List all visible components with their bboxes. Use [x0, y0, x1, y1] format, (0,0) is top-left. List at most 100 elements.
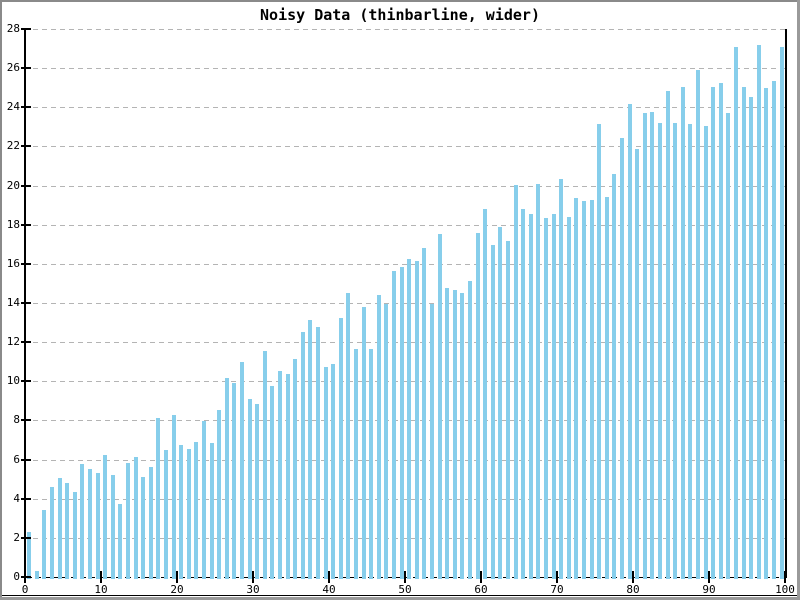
- bar: [50, 487, 54, 579]
- y-tick-label: 14: [6, 296, 20, 309]
- window-border-left: [0, 0, 2, 600]
- bar: [172, 415, 176, 579]
- x-tick-label: 80: [626, 583, 640, 596]
- x-tick: [632, 571, 634, 583]
- bar: [354, 349, 358, 579]
- bar: [704, 126, 708, 579]
- y-tick: [21, 498, 31, 500]
- x-tick-label: 100: [775, 583, 795, 596]
- bar: [392, 271, 396, 579]
- bar: [270, 386, 274, 579]
- bar: [134, 457, 138, 579]
- bar: [643, 113, 647, 579]
- bar: [194, 442, 198, 579]
- y-tick: [21, 224, 31, 226]
- bar: [217, 410, 221, 579]
- x-tick: [708, 571, 710, 583]
- bar: [73, 492, 77, 579]
- x-tick-label: 10: [94, 583, 108, 596]
- bar: [248, 399, 252, 579]
- bar: [696, 70, 700, 579]
- bar: [483, 209, 487, 579]
- bar: [719, 83, 723, 579]
- bar: [559, 179, 563, 579]
- y-tick: [21, 263, 31, 265]
- bar: [278, 371, 282, 579]
- x-tick: [176, 571, 178, 583]
- bar: [111, 475, 115, 579]
- bar: [734, 47, 738, 579]
- bar: [346, 293, 350, 579]
- bar: [118, 504, 122, 579]
- bar: [149, 467, 153, 579]
- bar: [544, 218, 548, 579]
- gridline: [33, 186, 786, 187]
- bar: [263, 351, 267, 579]
- bar: [80, 464, 84, 579]
- bar: [301, 332, 305, 579]
- bar: [498, 227, 502, 579]
- bar: [316, 327, 320, 579]
- bar: [369, 349, 373, 579]
- bar: [476, 233, 480, 579]
- bar: [430, 304, 434, 579]
- chart-title: Noisy Data (thinbarline, wider): [260, 6, 540, 24]
- x-tick: [404, 571, 406, 583]
- bar: [126, 463, 130, 579]
- bar: [27, 532, 31, 579]
- bar: [688, 124, 692, 579]
- y-tick: [21, 106, 31, 108]
- y-tick-label: 4: [13, 492, 20, 505]
- y-tick-label: 26: [6, 61, 20, 74]
- y-tick-label: 16: [6, 257, 20, 270]
- bar: [415, 261, 419, 579]
- bar: [491, 245, 495, 579]
- bar: [650, 112, 654, 579]
- x-tick-label: 50: [398, 583, 412, 596]
- bar: [438, 234, 442, 579]
- bar: [202, 421, 206, 579]
- bar: [635, 149, 639, 579]
- bar: [225, 378, 229, 579]
- x-tick: [24, 571, 26, 583]
- y-tick: [21, 341, 31, 343]
- y-tick-label: 24: [6, 100, 20, 113]
- x-tick: [252, 571, 254, 583]
- bar: [628, 104, 632, 579]
- bar: [764, 88, 768, 579]
- bar: [255, 404, 259, 579]
- bar: [384, 304, 388, 579]
- x-tick-label: 70: [550, 583, 564, 596]
- bar: [324, 367, 328, 579]
- y-tick: [21, 419, 31, 421]
- bar: [400, 267, 404, 579]
- window-border-bottom: [0, 597, 800, 600]
- x-axis-baseline: [26, 577, 786, 578]
- bar: [780, 47, 784, 579]
- bar: [187, 449, 191, 579]
- bar: [521, 209, 525, 579]
- x-tick: [328, 571, 330, 583]
- window-bottom-line: [2, 595, 797, 596]
- x-tick-label: 40: [322, 583, 336, 596]
- y-tick: [21, 459, 31, 461]
- gridline: [33, 29, 786, 30]
- bar: [42, 510, 46, 579]
- bar: [536, 184, 540, 579]
- bar: [529, 214, 533, 579]
- bar: [506, 241, 510, 579]
- bar: [460, 293, 464, 579]
- x-tick-label: 30: [246, 583, 260, 596]
- y-tick: [21, 302, 31, 304]
- bar: [103, 455, 107, 579]
- y-tick-label: 18: [6, 218, 20, 231]
- bar: [749, 97, 753, 579]
- bar: [742, 87, 746, 579]
- bar: [605, 197, 609, 579]
- y-tick: [21, 576, 31, 578]
- bar: [711, 87, 715, 579]
- x-tick: [556, 571, 558, 583]
- y-tick-label: 20: [6, 179, 20, 192]
- window-border-right: [797, 0, 800, 600]
